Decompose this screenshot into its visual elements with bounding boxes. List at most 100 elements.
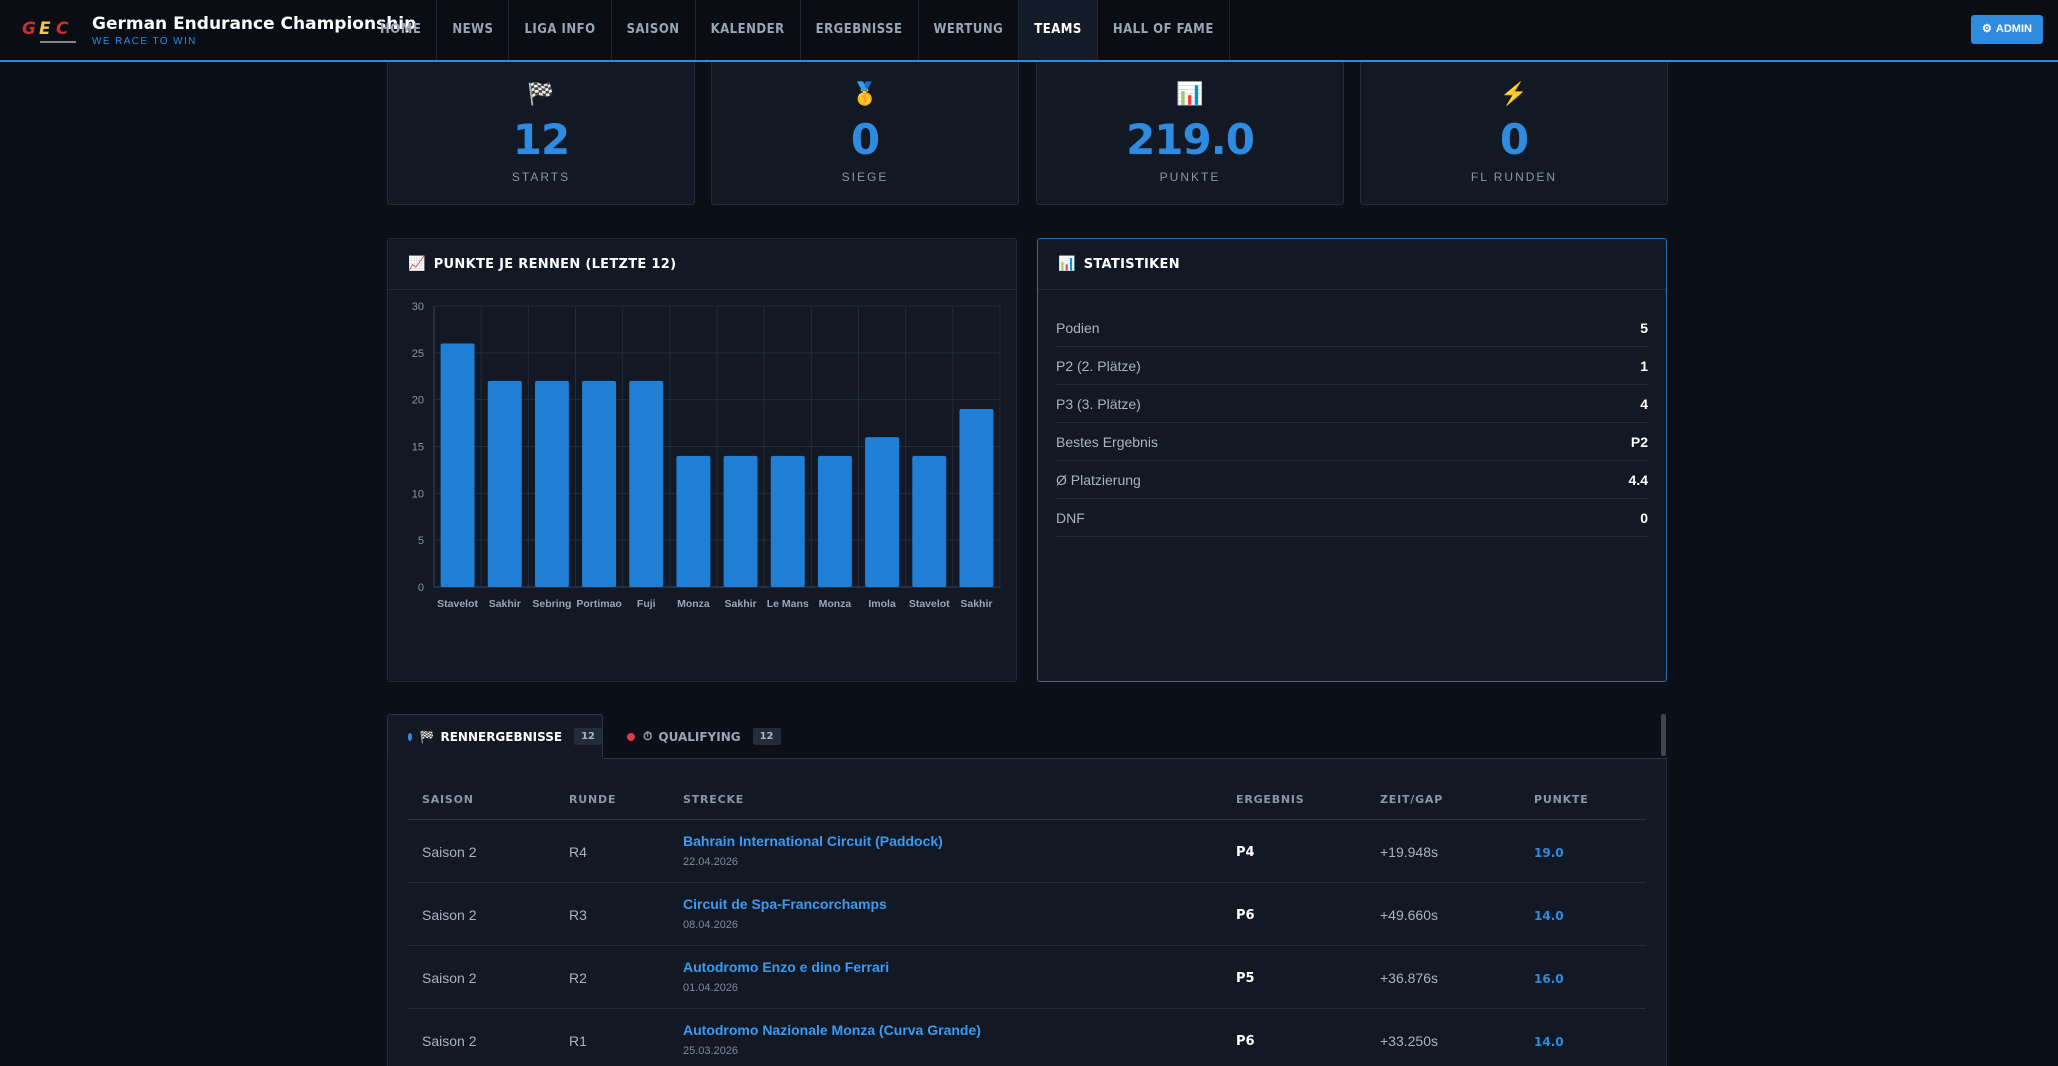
statistic-value: 4.4 (1628, 471, 1648, 488)
brand-text: German Endurance Championship WE RACE TO… (92, 14, 416, 47)
bar-imola[interactable] (865, 437, 900, 587)
stat-card-punkte: 📊 219.0 PUNKTE (1036, 40, 1344, 205)
stat-label: PUNKTE (1159, 170, 1221, 184)
bar-chart-icon: 📊 (1176, 81, 1204, 106)
bar-sakhir[interactable] (487, 380, 522, 587)
bar-monza[interactable] (817, 455, 852, 587)
bar-stavelot[interactable] (440, 343, 475, 587)
track-link[interactable]: Autodromo Nazionale Monza (Curva Grande) (683, 1022, 981, 1038)
nav-item-liga-info[interactable]: LIGA INFO (509, 0, 612, 60)
x-tick-label: Portimao (576, 598, 622, 610)
gear-icon: ⚙ (1982, 23, 1992, 35)
tab-label: RENNERGEBNISSE (440, 729, 563, 744)
nav-item-ergebnisse[interactable]: ERGEBNISSE (801, 0, 919, 60)
y-tick-label: 30 (412, 301, 424, 313)
brand-subtitle: WE RACE TO WIN (92, 35, 197, 47)
cell-runde: R2 (569, 970, 587, 986)
race-results-table: SAISON RUNDE STRECKE ERGEBNIS ZEIT/GAP PUNKTE… (387, 759, 1667, 1066)
cell-ergebnis: P6 (1236, 1034, 1255, 1049)
scrollbar-thumb[interactable] (1661, 714, 1666, 756)
column-header-runde[interactable]: RUNDE (569, 793, 617, 806)
bar-stavelot[interactable] (912, 455, 947, 587)
bar-le-mans[interactable] (770, 455, 805, 587)
cell-gap: +19.948s (1380, 844, 1438, 860)
stat-label: FL RUNDEN (1470, 170, 1558, 184)
checkered-flag-icon: 🏁 (419, 729, 435, 744)
tab-count-badge: 12 (574, 728, 602, 745)
x-tick-label: Le Mans (767, 598, 809, 610)
bar-fuji[interactable] (629, 380, 664, 587)
nav-item-wertung[interactable]: WERTUNG (919, 0, 1020, 60)
lightning-icon: ⚡ (1500, 81, 1528, 106)
nav-item-teams[interactable]: TEAMS (1019, 0, 1098, 60)
cell-punkte: 14.0 (1534, 909, 1564, 923)
bar-chart-icon: 📊 (1058, 256, 1076, 272)
nav-item-saison[interactable]: SAISON (612, 0, 696, 60)
statistic-value: 0 (1640, 509, 1648, 526)
cell-saison: Saison 2 (422, 970, 477, 986)
statistic-label: Podien (1056, 319, 1100, 336)
statistic-row: Bestes Ergebnis P2 (1056, 423, 1648, 461)
tab-status-dot (408, 732, 412, 741)
column-header-punkte[interactable]: PUNKTE (1534, 793, 1589, 806)
column-header-strecke[interactable]: STRECKE (683, 793, 745, 806)
cell-gap: +33.250s (1380, 1033, 1438, 1049)
cell-date: 01.04.2026 (683, 982, 739, 994)
stat-value: 0 (850, 115, 880, 164)
stat-card-siege: 🥇 0 SIEGE (711, 40, 1019, 205)
nav-item-home[interactable]: HOME (365, 0, 438, 60)
table-header-divider (408, 819, 1646, 820)
statistic-label: DNF (1056, 509, 1085, 526)
column-header-zeit-gap[interactable]: ZEIT/GAP (1380, 793, 1444, 806)
table-row[interactable]: Saison 2 R1 Autodromo Nazionale Monza (Cur… (408, 1009, 1646, 1066)
x-tick-label: Sakhir (489, 598, 521, 610)
track-link[interactable]: Autodromo Enzo e dino Ferrari (683, 959, 890, 975)
table-row[interactable]: Saison 2 R2 Autodromo Enzo e dino Ferrari 0… (408, 946, 1646, 1009)
checkered-flag-icon: 🏁 (527, 81, 555, 106)
points-bar-chart: 0 5 10 15 20 25 30 Stavelot Sakhir Sebring Portima… (412, 301, 1001, 610)
tab-rennergebnisse[interactable]: 🏁 RENNERGEBNISSE 12 (387, 714, 603, 759)
bar-sakhir[interactable] (723, 455, 758, 587)
y-tick-label: 20 (412, 395, 424, 407)
logo-stripe (40, 41, 76, 43)
nav-item-kalender[interactable]: KALENDER (696, 0, 801, 60)
table-row[interactable]: Saison 2 R3 Circuit de Spa-Francorchamps 08… (408, 883, 1646, 946)
statistic-row: Podien 5 (1056, 309, 1648, 347)
nav-item-news[interactable]: NEWS (437, 0, 510, 60)
stat-card-fl-runden: ⚡ 0 FL RUNDEN (1360, 40, 1668, 205)
brand[interactable]: G E C German Endurance Championship WE R… (22, 12, 416, 48)
track-link[interactable]: Circuit de Spa-Francorchamps (683, 896, 887, 912)
logo-letter: G (22, 19, 36, 39)
statistic-value: 4 (1640, 395, 1648, 412)
statistic-row: DNF 0 (1056, 499, 1648, 537)
statistic-value: P2 (1630, 433, 1648, 450)
cell-date: 08.04.2026 (683, 919, 739, 931)
stat-card-starts: 🏁 12 STARTS (387, 40, 695, 205)
stat-value: 0 (1499, 115, 1529, 164)
x-tick-label: Sakhir (725, 598, 757, 610)
x-tick-label: Imola (868, 598, 896, 610)
column-header-saison[interactable]: SAISON (422, 793, 474, 806)
tab-status-dot (627, 732, 635, 741)
statistic-row: Ø Platzierung 4.4 (1056, 461, 1648, 499)
bar-monza[interactable] (676, 455, 711, 587)
statistic-label: Ø Platzierung (1056, 471, 1141, 488)
points-per-race-panel: 📈 PUNKTE JE RENNEN (LETZTE 12) 0 5 10 15 20 2… (387, 238, 1017, 682)
cell-gap: +49.660s (1380, 907, 1438, 923)
bar-sakhir[interactable] (959, 409, 994, 587)
tab-qualifying[interactable]: ⏱ QUALIFYING 12 (603, 714, 783, 759)
stopwatch-icon: ⏱ (643, 729, 653, 743)
nav-item-hall-of-fame[interactable]: HALL OF FAME (1098, 0, 1230, 60)
x-tick-label: Stavelot (909, 598, 950, 610)
cell-ergebnis: P5 (1236, 971, 1255, 986)
track-link[interactable]: Bahrain International Circuit (Paddock) (683, 833, 943, 849)
statistic-label: Bestes Ergebnis (1056, 433, 1158, 450)
stat-label: STARTS (511, 170, 571, 184)
bar-sebring[interactable] (534, 380, 569, 587)
table-row[interactable]: Saison 2 R4 Bahrain International Circuit … (408, 820, 1646, 883)
bar-portimao[interactable] (582, 380, 617, 587)
cell-ergebnis: P6 (1236, 908, 1255, 923)
admin-button[interactable]: ⚙ ADMIN (1971, 15, 2043, 44)
cell-runde: R4 (569, 844, 587, 860)
column-header-ergebnis[interactable]: ERGEBNIS (1236, 793, 1305, 806)
